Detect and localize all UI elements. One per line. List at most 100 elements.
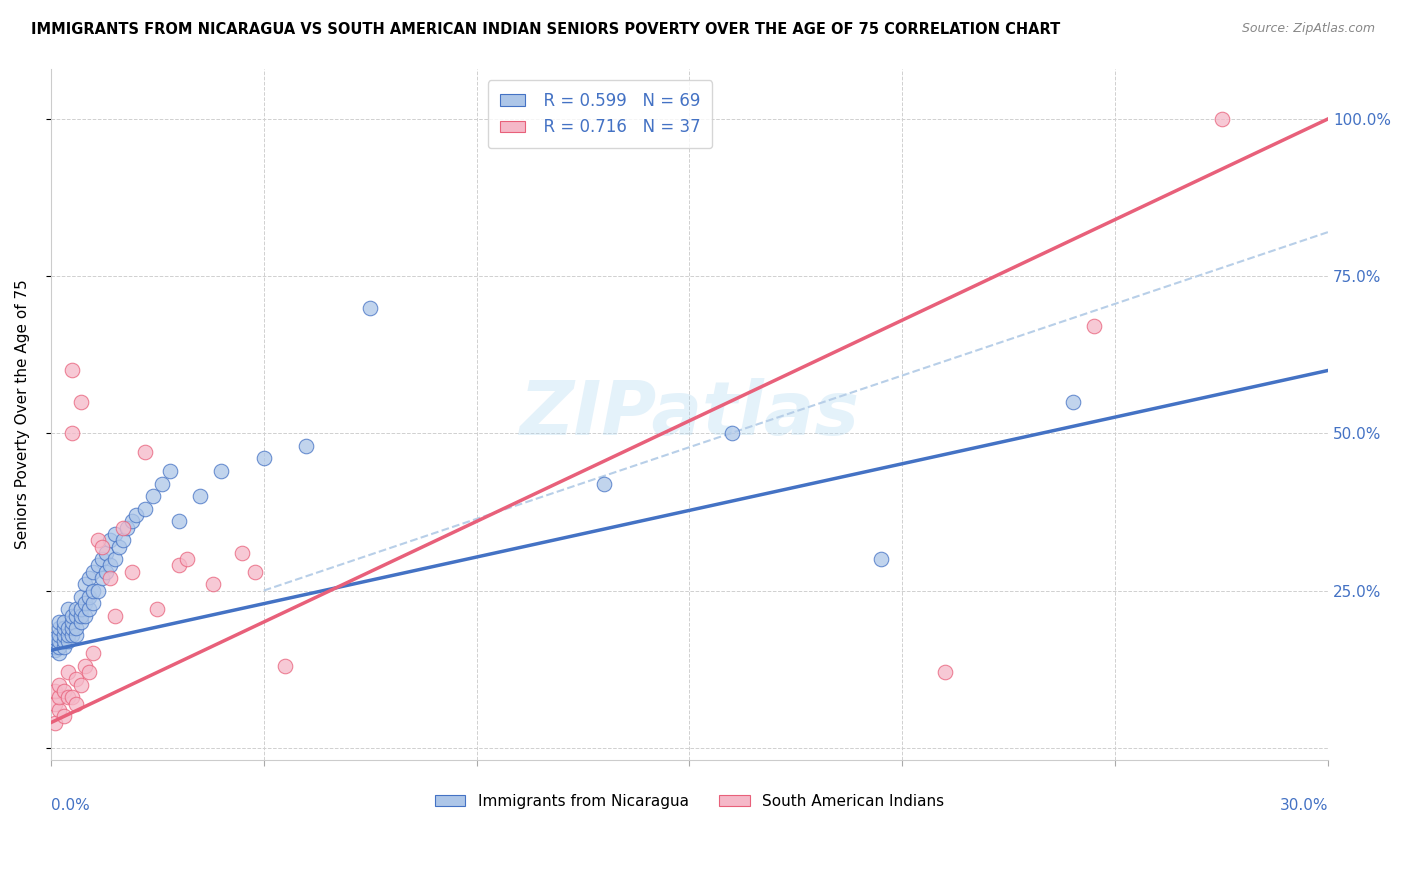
- Point: [150, 476, 173, 491]
- Point: [142, 489, 165, 503]
- Point: [104, 552, 127, 566]
- Point: [60, 627, 83, 641]
- Point: [134, 445, 156, 459]
- Point: [56, 627, 79, 641]
- Point: [253, 451, 276, 466]
- Point: [934, 665, 956, 680]
- Point: [60, 363, 83, 377]
- Point: [56, 665, 79, 680]
- Point: [56, 621, 79, 635]
- Point: [65, 697, 87, 711]
- Point: [48, 678, 70, 692]
- Point: [44, 684, 66, 698]
- Point: [56, 633, 79, 648]
- Point: [73, 608, 96, 623]
- Point: [44, 715, 66, 730]
- Point: [100, 533, 122, 548]
- Point: [82, 647, 104, 661]
- Point: [231, 546, 253, 560]
- Point: [48, 647, 70, 661]
- Point: [100, 558, 122, 573]
- Point: [86, 558, 108, 573]
- Point: [104, 608, 127, 623]
- Point: [100, 571, 122, 585]
- Point: [52, 709, 75, 723]
- Point: [82, 583, 104, 598]
- Point: [77, 571, 100, 585]
- Point: [245, 565, 267, 579]
- Point: [86, 533, 108, 548]
- Point: [44, 633, 66, 648]
- Point: [82, 596, 104, 610]
- Point: [90, 552, 112, 566]
- Point: [69, 590, 91, 604]
- Point: [121, 515, 143, 529]
- Point: [108, 540, 131, 554]
- Point: [90, 571, 112, 585]
- Point: [73, 659, 96, 673]
- Point: [117, 521, 139, 535]
- Point: [176, 552, 198, 566]
- Point: [48, 690, 70, 705]
- Point: [870, 552, 893, 566]
- Point: [69, 608, 91, 623]
- Point: [167, 558, 190, 573]
- Text: ZIPatlas: ZIPatlas: [519, 378, 859, 451]
- Point: [104, 527, 127, 541]
- Text: IMMIGRANTS FROM NICARAGUA VS SOUTH AMERICAN INDIAN SENIORS POVERTY OVER THE AGE : IMMIGRANTS FROM NICARAGUA VS SOUTH AMERI…: [31, 22, 1060, 37]
- Point: [77, 665, 100, 680]
- Text: 0.0%: 0.0%: [51, 798, 90, 814]
- Point: [201, 577, 224, 591]
- Point: [65, 672, 87, 686]
- Point: [96, 546, 118, 560]
- Point: [96, 565, 118, 579]
- Point: [721, 426, 744, 441]
- Point: [77, 590, 100, 604]
- Point: [90, 540, 112, 554]
- Y-axis label: Seniors Poverty Over the Age of 75: Seniors Poverty Over the Age of 75: [15, 279, 30, 549]
- Text: Source: ZipAtlas.com: Source: ZipAtlas.com: [1241, 22, 1375, 36]
- Point: [134, 501, 156, 516]
- Point: [48, 615, 70, 629]
- Point: [52, 684, 75, 698]
- Point: [44, 631, 66, 645]
- Point: [82, 565, 104, 579]
- Point: [65, 608, 87, 623]
- Point: [60, 608, 83, 623]
- Point: [112, 533, 135, 548]
- Point: [73, 577, 96, 591]
- Point: [65, 621, 87, 635]
- Point: [69, 615, 91, 629]
- Point: [48, 627, 70, 641]
- Point: [52, 621, 75, 635]
- Point: [60, 615, 83, 629]
- Point: [1083, 319, 1105, 334]
- Point: [86, 583, 108, 598]
- Point: [69, 602, 91, 616]
- Point: [77, 602, 100, 616]
- Point: [209, 464, 232, 478]
- Point: [274, 659, 297, 673]
- Point: [188, 489, 211, 503]
- Point: [48, 633, 70, 648]
- Legend: Immigrants from Nicaragua, South American Indians: Immigrants from Nicaragua, South America…: [429, 788, 950, 815]
- Point: [1211, 112, 1233, 126]
- Point: [69, 678, 91, 692]
- Point: [60, 426, 83, 441]
- Point: [65, 602, 87, 616]
- Point: [48, 640, 70, 655]
- Point: [121, 565, 143, 579]
- Point: [44, 640, 66, 655]
- Point: [56, 690, 79, 705]
- Point: [60, 690, 83, 705]
- Point: [56, 602, 79, 616]
- Point: [295, 439, 318, 453]
- Point: [52, 640, 75, 655]
- Point: [60, 621, 83, 635]
- Point: [44, 643, 66, 657]
- Point: [112, 521, 135, 535]
- Point: [593, 476, 616, 491]
- Text: 30.0%: 30.0%: [1279, 798, 1329, 814]
- Point: [159, 464, 181, 478]
- Point: [52, 627, 75, 641]
